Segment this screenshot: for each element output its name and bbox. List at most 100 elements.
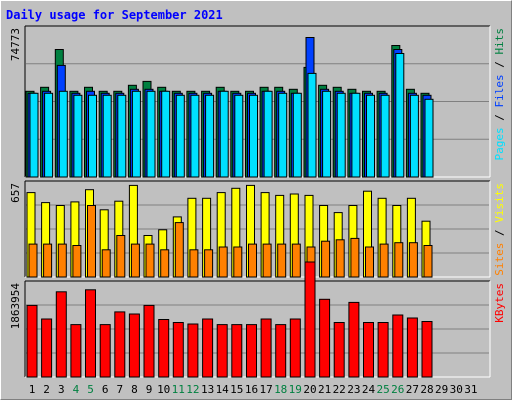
bar-pages-day-24 <box>366 94 375 178</box>
bar-pages-day-25 <box>380 94 390 178</box>
day-tick-label-17: 17 <box>259 383 272 396</box>
day-tick-label-23: 23 <box>347 383 360 396</box>
day-tick-label-9: 9 <box>146 383 153 396</box>
bar-sites-day-19 <box>291 243 301 278</box>
bar-pages-day-13 <box>205 94 215 178</box>
bar-kbytes-day-13 <box>202 318 214 378</box>
bar-kbytes-day-25 <box>377 322 389 378</box>
bar-pages-day-2 <box>44 92 54 178</box>
series-label-part: Sites <box>493 243 506 276</box>
day-tick-label-19: 19 <box>289 383 302 396</box>
bar-sites-day-10 <box>160 249 170 278</box>
bar-pages-day-18 <box>278 92 288 178</box>
bar-sites-day-11 <box>174 222 184 278</box>
bar-pages-day-8 <box>131 90 141 178</box>
bar-kbytes-day-14 <box>216 324 228 378</box>
bar-kbytes-day-19 <box>289 318 301 378</box>
bar-kbytes-day-26 <box>392 314 404 378</box>
bar-pages-day-1 <box>29 92 39 178</box>
bar-kbytes-day-17 <box>260 318 272 378</box>
bar-kbytes-day-23 <box>348 301 360 378</box>
bar-sites-day-9 <box>145 243 155 278</box>
bar-kbytes-day-21 <box>319 298 331 378</box>
bar-kbytes-day-8 <box>128 313 140 378</box>
day-tick-label-24: 24 <box>362 383 376 396</box>
day-tick-label-5: 5 <box>87 383 94 396</box>
bar-sites-day-15 <box>233 246 243 278</box>
series-label-part: Visits <box>493 183 506 223</box>
day-tick-label-20: 20 <box>303 383 316 396</box>
series-label-part: Pages <box>493 127 506 160</box>
panel-kbytes-max-label: 1863954 <box>9 283 22 330</box>
bar-sites-day-5 <box>87 205 96 278</box>
series-label-part: / <box>493 55 506 75</box>
bar-sites-day-28 <box>423 245 433 278</box>
chart-title: Daily usage for September 2021 <box>6 8 223 22</box>
bar-pages-day-5 <box>88 94 97 178</box>
day-tick-label-22: 22 <box>333 383 346 396</box>
bar-kbytes-day-27 <box>406 317 418 378</box>
day-tick-label-28: 28 <box>420 383 433 396</box>
bar-sites-day-25 <box>379 243 389 278</box>
bar-sites-day-12 <box>189 249 199 278</box>
day-tick-label-6: 6 <box>102 383 109 396</box>
bar-kbytes-day-16 <box>246 324 257 378</box>
bar-sites-day-24 <box>365 246 374 278</box>
day-tick-label-21: 21 <box>318 383 331 396</box>
bar-sites-day-27 <box>408 242 418 278</box>
bar-pages-day-3 <box>58 90 68 178</box>
bar-pages-day-4 <box>73 94 83 178</box>
bar-sites-day-7 <box>116 235 126 278</box>
day-tick-label-11: 11 <box>172 383 185 396</box>
bar-pages-day-12 <box>190 94 200 178</box>
bar-pages-day-7 <box>117 94 127 178</box>
day-tick-label-27: 27 <box>406 383 419 396</box>
bar-sites-day-26 <box>394 242 404 278</box>
day-tick-label-29: 29 <box>435 383 448 396</box>
bar-sites-day-21 <box>321 240 331 278</box>
bar-sites-day-22 <box>335 239 345 278</box>
bar-kbytes-day-15 <box>231 324 243 378</box>
bar-kbytes-day-4 <box>70 324 82 378</box>
bar-pages-day-14 <box>219 90 229 178</box>
bar-sites-day-18 <box>277 243 287 278</box>
day-tick-label-25: 25 <box>376 383 389 396</box>
day-tick-labels: 1 2 3 4 5 6 7 8 9 10 11 12 13 14 15 16 17 18 19 20 21 22 23 24 2… <box>29 383 478 396</box>
bar-kbytes-day-9 <box>143 304 155 378</box>
bar-sites-day-6 <box>101 249 111 278</box>
bar-kbytes-day-11 <box>172 322 184 378</box>
day-tick-label-7: 7 <box>116 383 123 396</box>
panels-layer: 74773 Pages / Files / Hits 657 Sites / Visi… <box>9 25 506 378</box>
series-label-part: / <box>493 108 506 128</box>
panel-kbytes-series-label: KBytes <box>493 283 506 323</box>
day-tick-label-8: 8 <box>131 383 138 396</box>
bar-pages-day-10 <box>161 90 171 178</box>
panel-visits-sites-series-label: Sites / Visits <box>493 183 506 276</box>
day-tick-label-12: 12 <box>186 383 199 396</box>
bar-kbytes-day-22 <box>333 322 345 378</box>
day-tick-label-16: 16 <box>245 383 258 396</box>
bar-kbytes-day-2 <box>41 318 53 378</box>
bar-pages-day-19 <box>292 92 302 178</box>
bar-kbytes-day-3 <box>55 291 67 378</box>
bar-pages-day-15 <box>234 94 244 178</box>
bar-pages-day-22 <box>336 92 346 178</box>
bar-kbytes-day-5 <box>85 289 96 378</box>
bar-pages-day-17 <box>263 90 273 178</box>
bar-pages-day-16 <box>249 94 258 178</box>
day-tick-label-4: 4 <box>73 383 80 396</box>
bar-sites-day-4 <box>72 245 82 278</box>
day-tick-label-3: 3 <box>58 383 65 396</box>
day-tick-label-15: 15 <box>230 383 243 396</box>
bar-sites-day-17 <box>262 243 272 278</box>
bar-pages-day-21 <box>322 90 332 178</box>
bar-kbytes-day-28 <box>421 321 433 378</box>
day-tick-label-31: 31 <box>464 383 477 396</box>
day-tick-label-30: 30 <box>450 383 463 396</box>
bar-pages-day-11 <box>175 94 185 178</box>
bar-pages-day-26 <box>395 53 405 178</box>
day-tick-label-14: 14 <box>216 383 230 396</box>
panel-hits-files-pages-max-label: 74773 <box>9 28 22 61</box>
series-label-part: KBytes <box>493 283 506 323</box>
day-tick-label-2: 2 <box>43 383 50 396</box>
